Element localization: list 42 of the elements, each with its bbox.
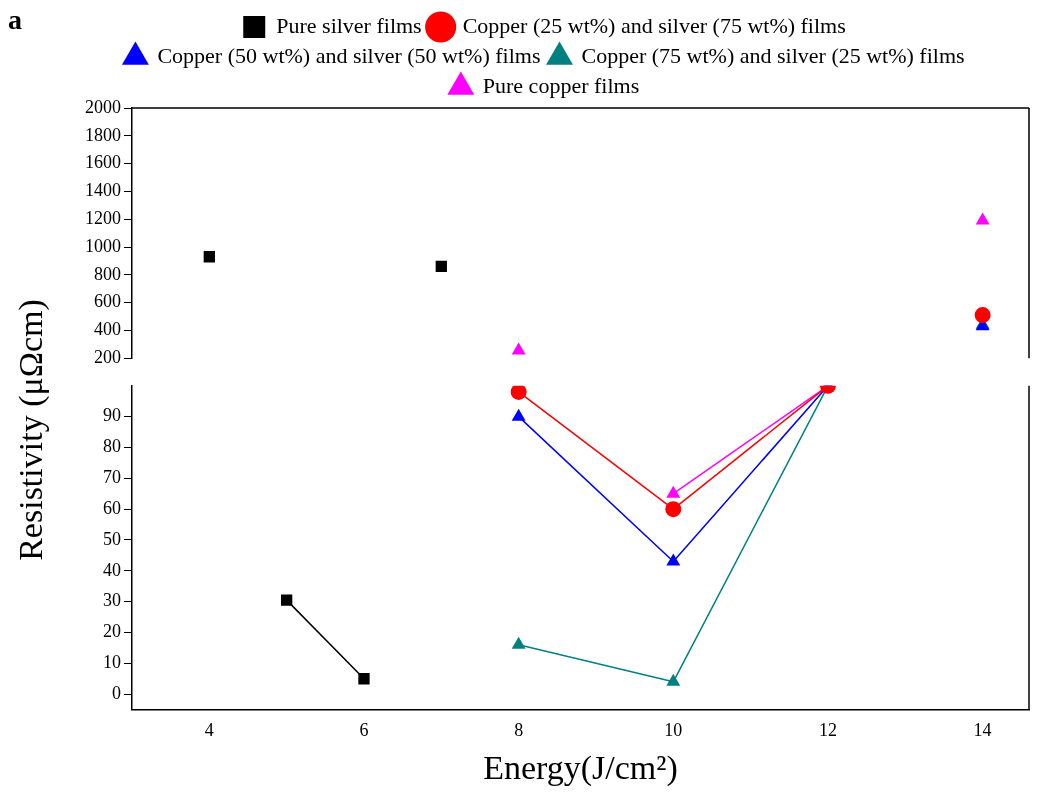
x-tick-label: 12	[818, 720, 837, 741]
x-tick-label: 14	[973, 720, 992, 741]
point	[666, 553, 681, 566]
y-tick-label: 1400	[85, 180, 121, 201]
y-tick-label: 1000	[85, 235, 121, 256]
y-tick-label: 80	[103, 436, 121, 457]
legend-label: Copper (50 wt%) and silver (50 wt%) films	[157, 42, 541, 68]
y-tick-label: 70	[103, 467, 121, 488]
legend-label: Pure silver films	[276, 12, 422, 38]
point	[203, 251, 215, 263]
y-tick-label: 0	[112, 682, 121, 703]
y-tick-label: 30	[103, 590, 121, 611]
legend-label: Copper (25 wt%) and silver (75 wt%) films	[462, 12, 846, 38]
point	[281, 594, 293, 606]
y-tick-label: 60	[103, 497, 121, 518]
y-tick-label: 1200	[85, 207, 121, 228]
y-tick-label: 1600	[85, 152, 121, 173]
x-tick-label: 6	[359, 720, 369, 741]
y-tick-label: 40	[103, 559, 121, 580]
y-tick-label: 10	[103, 652, 121, 673]
x-tick-label: 4	[204, 720, 214, 741]
point	[435, 260, 447, 273]
y-tick-label: 600	[94, 291, 121, 312]
y-axis-title: Resistivity (μΩcm)	[12, 299, 50, 561]
y-tick-label: 90	[103, 405, 121, 426]
x-axis-title: Energy(J/cm²)	[483, 748, 678, 787]
y-tick-label: 2000	[85, 96, 121, 117]
y-tick-label: 800	[94, 263, 121, 284]
legend-label: Pure copper films	[482, 72, 640, 98]
legend-label: Copper (75 wt%) and silver (25 wt%) films	[581, 42, 965, 68]
y-tick-label: 200	[94, 346, 121, 367]
y-tick-label: 50	[103, 528, 121, 549]
point	[510, 385, 527, 400]
point	[974, 307, 991, 324]
point	[665, 501, 682, 518]
text: a	[8, 4, 22, 36]
x-tick-label: 10	[664, 720, 683, 741]
y-tick-label: 1800	[85, 124, 121, 145]
x-tick-label: 8	[514, 720, 524, 741]
y-tick-label: 400	[94, 319, 121, 340]
y-tick-label: 20	[103, 621, 121, 642]
point	[511, 342, 526, 355]
